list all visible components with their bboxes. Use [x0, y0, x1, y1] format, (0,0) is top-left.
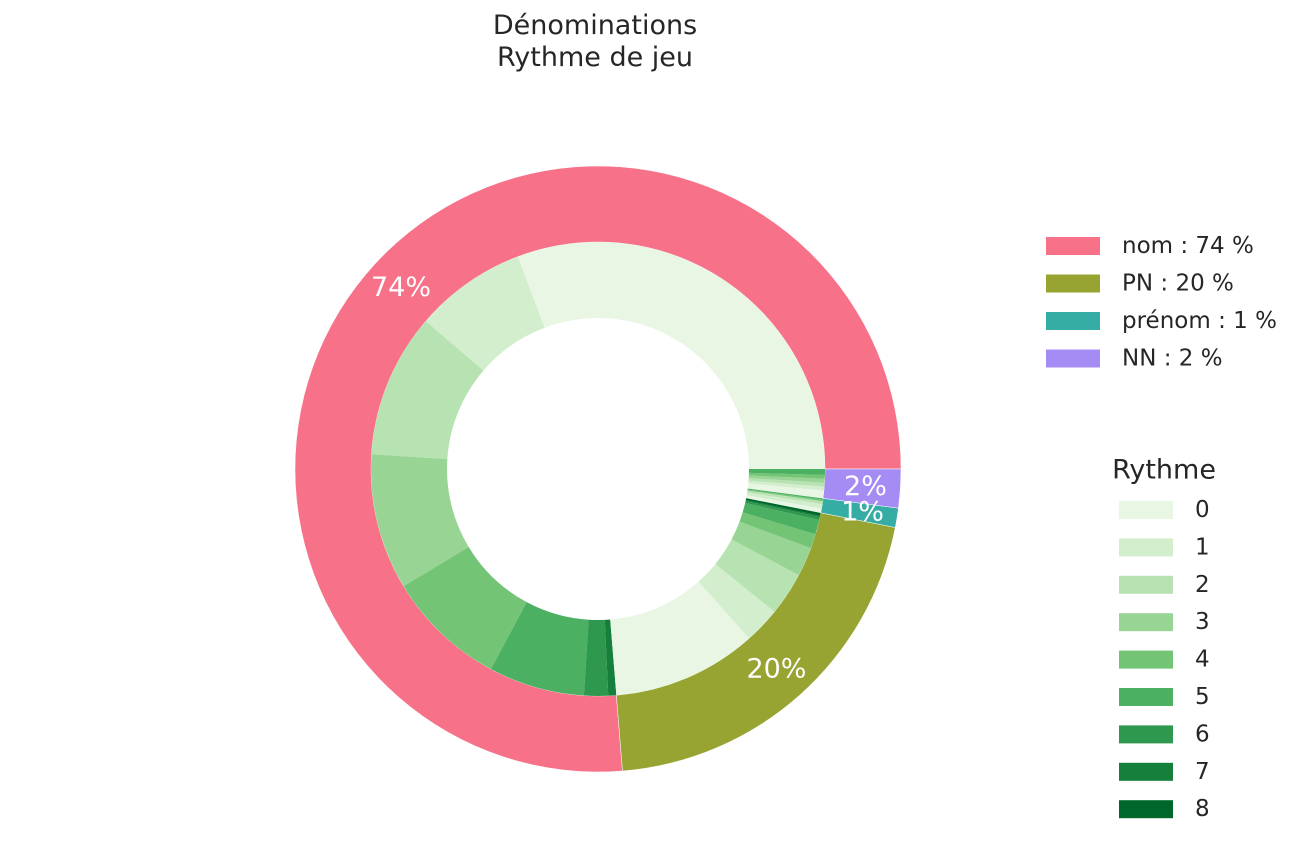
inner-slice-nom-rythme-5: [490, 602, 589, 696]
legend-swatch: [1119, 501, 1173, 519]
legend-item-nom: nom : 74 %: [1046, 233, 1254, 259]
inner-ring: [371, 242, 825, 696]
inner-slice-prénom-rythme-4: [747, 489, 823, 502]
legend-swatch: [1119, 575, 1173, 594]
inner-slice-nom-rythme-3: [371, 454, 469, 587]
inner-slice-prénom-rythme-1: [746, 492, 823, 509]
legend-swatch: [1046, 274, 1100, 293]
legend-label: 0: [1195, 497, 1210, 523]
legend-item-rythme-5: 5: [1119, 684, 1210, 710]
legend-item-rythme-2: 2: [1119, 572, 1210, 598]
legend-label: 3: [1195, 609, 1210, 635]
outer-slice-label-prénom: 1%: [841, 497, 884, 528]
outer-slice-label-pn: 20%: [746, 653, 806, 684]
legend-rythme: Rythme 0 1 2 3 4 5 6 7 8: [1112, 455, 1216, 823]
outer-slice-label-nn: 2%: [844, 471, 887, 502]
legend-label: 5: [1195, 684, 1210, 710]
inner-slice-nn-rythme-0: [747, 483, 824, 499]
inner-slice-nom-rythme-1: [425, 256, 545, 371]
legend-swatch: [1119, 613, 1173, 632]
legend-item-nn: NN : 2 %: [1046, 346, 1223, 372]
legend-swatch: [1119, 800, 1173, 819]
legend-swatch: [1119, 650, 1173, 669]
inner-slice-nom-rythme-2: [371, 321, 484, 460]
chart-title-line-1: Dénominations: [492, 10, 698, 41]
outer-slice-label-nom: 74%: [371, 272, 431, 303]
legend-item-rythme-6: 6: [1119, 721, 1210, 747]
legend-swatch: [1046, 312, 1100, 330]
inner-slice-nn-rythme-3: [748, 475, 825, 483]
inner-slice-nn-rythme-4: [748, 472, 825, 479]
legend-item-rythme-8: 8: [1119, 796, 1210, 822]
inner-slice-pn-rythme-6: [745, 501, 820, 521]
legend-swatch: [1119, 538, 1173, 557]
legend-denominations: nom : 74 % PN : 20 % prénom : 1 % NN : 2 %: [1046, 233, 1277, 372]
inner-slice-pn-rythme-5: [742, 502, 820, 535]
legend-item-rythme-7: 7: [1119, 759, 1210, 785]
inner-slice-nom-rythme-7: [604, 619, 617, 696]
inner-slice-pn-rythme-2: [715, 539, 799, 612]
inner-slice-nom-rythme-6: [583, 619, 609, 696]
legend-item-pn: PN : 20 %: [1046, 271, 1234, 297]
inner-slice-prénom-rythme-5: [747, 488, 824, 500]
legend-swatch: [1119, 725, 1173, 744]
legend-title-rythme: Rythme: [1112, 455, 1216, 486]
inner-slice-nn-rythme-1: [748, 480, 825, 491]
inner-slice-prénom-rythme-0: [746, 495, 822, 513]
inner-slice-pn-rythme-8: [745, 498, 821, 516]
inner-slice-pn-rythme-4: [739, 512, 816, 549]
legend-swatch: [1119, 688, 1173, 706]
legend-label: nom : 74 %: [1122, 233, 1254, 259]
legend-label: 8: [1195, 796, 1210, 822]
legend-label: 4: [1195, 647, 1210, 673]
inner-slice-pn-rythme-3: [731, 521, 811, 575]
outer-ring-labels: 74% 20% 1%2%: [371, 272, 887, 685]
inner-slice-nn-rythme-2: [748, 478, 825, 487]
legend-label: 2: [1195, 572, 1210, 598]
chart-title: Dénominations Rythme de jeu: [445, 10, 745, 74]
legend-label: 1: [1195, 534, 1210, 560]
chart-title-line-2: Rythme de jeu: [496, 42, 693, 73]
inner-slice-nom-rythme-0: [517, 242, 825, 469]
legend-label: 7: [1195, 759, 1210, 785]
inner-slice-pn-rythme-1: [698, 563, 775, 639]
legend-item-rythme-0: 0: [1119, 497, 1210, 523]
legend-item-prénom: prénom : 1 %: [1046, 308, 1277, 334]
legend-swatch: [1119, 762, 1173, 781]
inner-slice-prénom-rythme-2: [747, 490, 823, 505]
legend-item-rythme-1: 1: [1119, 534, 1210, 560]
legend-swatch: [1046, 237, 1100, 255]
inner-slice-pn-rythme-7: [745, 500, 821, 518]
legend-swatch: [1046, 349, 1100, 368]
legend-label: prénom : 1 %: [1122, 308, 1277, 334]
legend-label: NN : 2 %: [1122, 346, 1223, 372]
legend-label: 6: [1195, 721, 1210, 747]
inner-slice-nn-rythme-5: [748, 469, 825, 475]
legend-label: PN : 20 %: [1122, 271, 1234, 297]
legend-item-rythme-4: 4: [1119, 647, 1210, 673]
inner-slice-nom-rythme-4: [403, 547, 527, 670]
inner-slice-pn-rythme-0: [610, 581, 750, 696]
legend-item-rythme-3: 3: [1119, 609, 1210, 635]
